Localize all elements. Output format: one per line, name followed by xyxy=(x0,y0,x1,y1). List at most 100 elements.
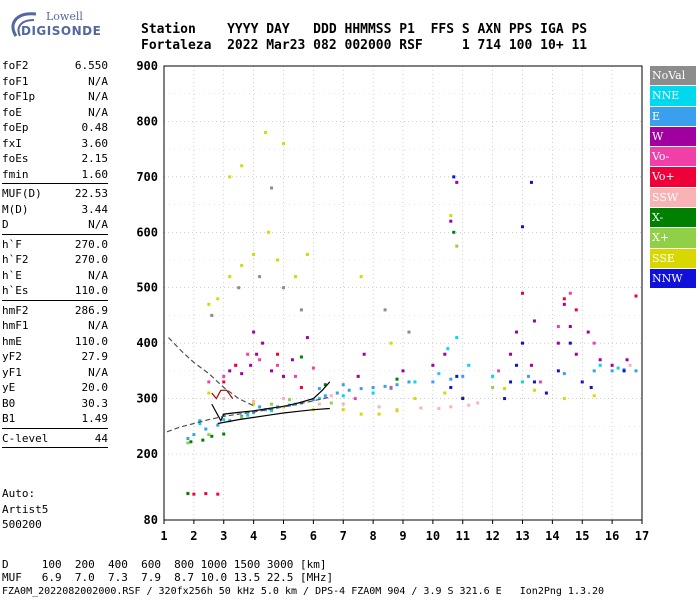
data-point-e xyxy=(359,387,363,391)
digisonde-logo: Lowell DIGISONDE xyxy=(6,8,116,42)
data-point-vo- xyxy=(207,380,211,384)
data-point-w xyxy=(625,358,629,362)
data-point-vo- xyxy=(353,397,357,401)
param-value: 22.53 xyxy=(74,187,108,200)
param-value: 270.0 xyxy=(74,253,108,266)
param-label: yE xyxy=(2,381,16,394)
param-separator xyxy=(2,183,108,184)
data-point-ssw xyxy=(317,402,321,406)
param-row: MUF(D) 22.53 xyxy=(2,186,108,202)
data-point-ssw xyxy=(467,403,471,407)
data-point-vo- xyxy=(299,385,303,389)
param-row: h`E N/A xyxy=(2,268,108,284)
data-point-sse xyxy=(293,275,297,279)
data-point-sse xyxy=(264,131,268,135)
data-point-sse xyxy=(240,264,244,268)
param-label: fxI xyxy=(2,136,22,150)
param-value: 110.0 xyxy=(74,334,108,348)
param-row: D N/A xyxy=(2,217,108,233)
legend-item: Vo+ xyxy=(650,167,696,188)
data-point-w xyxy=(529,363,533,367)
data-point-w xyxy=(431,363,435,367)
param-label: fmin xyxy=(2,167,29,181)
data-point-vo- xyxy=(222,380,226,384)
data-point-sse xyxy=(359,275,363,279)
data-point-w xyxy=(586,330,590,334)
data-point-nnw xyxy=(589,385,593,389)
data-point-nne xyxy=(198,422,202,426)
data-point-nnw xyxy=(521,225,524,229)
param-row: fmin 1.60 xyxy=(2,167,108,183)
parameter-panel: foF2 6.550 foF1 N/A foF1p N/A foE N/A foEp 0.48 fx… xyxy=(2,58,108,450)
data-point-nne xyxy=(222,418,226,422)
data-point-ssw xyxy=(341,402,345,406)
param-label: h`F xyxy=(2,237,22,251)
y-tick-label: 500 xyxy=(136,281,158,295)
data-point-e xyxy=(610,369,614,373)
param-label: foEp xyxy=(2,121,29,134)
data-point-x- xyxy=(210,434,214,438)
param-row: foEp 0.48 xyxy=(2,120,108,136)
data-point-w xyxy=(305,336,309,340)
profile-trace xyxy=(217,407,330,425)
data-point-sse xyxy=(592,394,596,398)
legend-item: E xyxy=(650,106,696,127)
legend-item: NoVal xyxy=(650,66,696,87)
x-tick-label: 13 xyxy=(515,529,529,543)
data-point-sse xyxy=(395,409,399,413)
data-point-w xyxy=(574,352,578,356)
data-point-sse xyxy=(252,402,256,406)
data-point-vo- xyxy=(538,380,542,384)
data-point-e xyxy=(634,369,638,373)
y-tick-label: 800 xyxy=(136,114,158,128)
param-label: hmF2 xyxy=(2,303,29,317)
data-point-x- xyxy=(270,402,274,406)
data-point-nnw xyxy=(461,397,465,401)
data-point-nnw xyxy=(449,385,453,389)
data-point-x- xyxy=(395,377,399,381)
data-point-nnw xyxy=(503,397,507,401)
data-point-nne xyxy=(317,397,321,401)
param-label: B0 xyxy=(2,396,16,410)
x-tick-label: 10 xyxy=(426,529,440,543)
auto-label: Auto: xyxy=(2,487,36,500)
data-point-sse xyxy=(503,387,507,391)
param-label: foF1p xyxy=(2,90,36,103)
data-point-sse xyxy=(305,252,309,256)
data-point-nne xyxy=(413,380,417,384)
data-point-e xyxy=(347,388,351,392)
data-point-nne xyxy=(371,391,375,395)
data-point-w xyxy=(568,325,572,329)
profile-trace xyxy=(211,389,234,400)
autoscaling-info: Auto: Artist5 500200 xyxy=(2,486,48,533)
param-label: foF2 xyxy=(2,59,29,72)
legend-item: X+ xyxy=(650,228,696,249)
data-point-w xyxy=(556,341,560,345)
data-point-vo- xyxy=(556,325,560,329)
param-label: C-level xyxy=(2,431,49,445)
param-label: h`Es xyxy=(2,284,29,297)
data-point-nnw xyxy=(521,341,524,345)
param-value: N/A xyxy=(88,105,108,119)
param-value: 1.60 xyxy=(81,167,109,181)
legend-item: SSW xyxy=(650,187,696,209)
data-point-x- xyxy=(287,398,291,402)
param-value: N/A xyxy=(88,319,108,332)
x-tick-label: 6 xyxy=(310,529,317,543)
param-separator xyxy=(2,427,108,429)
data-point-nne xyxy=(341,394,345,398)
data-point-w xyxy=(255,352,259,356)
data-point-sse xyxy=(359,412,363,416)
data-point-ssw xyxy=(282,397,285,401)
data-point-nne xyxy=(598,363,602,367)
param-separator xyxy=(2,299,108,301)
param-row: yF2 27.9 xyxy=(2,349,108,365)
y-tick-label: 400 xyxy=(136,336,158,350)
data-point-vo- xyxy=(311,366,315,370)
data-point-vo- xyxy=(276,363,280,367)
data-point-e xyxy=(317,387,321,391)
param-label: hmE xyxy=(2,334,22,348)
param-row: foF2 6.550 xyxy=(2,58,108,74)
param-value: 270.0 xyxy=(74,237,108,251)
